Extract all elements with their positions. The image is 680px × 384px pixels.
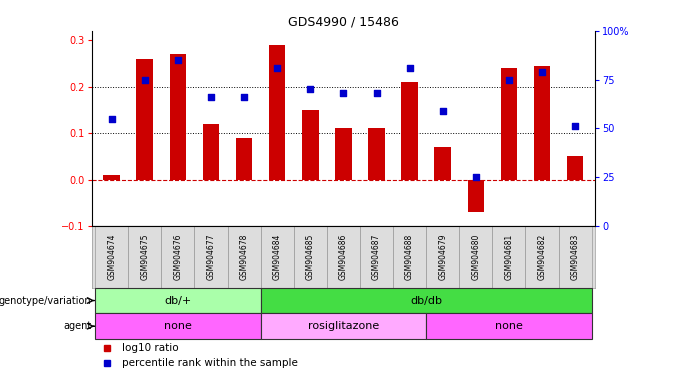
Text: GSM904676: GSM904676 [173,233,182,280]
Bar [169,54,186,179]
Point [139,76,150,83]
Text: GSM904677: GSM904677 [207,233,216,280]
Point [239,94,250,100]
Text: GSM904683: GSM904683 [571,233,579,280]
Bar [236,138,252,179]
Text: genotype/variation: genotype/variation [0,296,92,306]
Text: GSM904687: GSM904687 [372,233,381,280]
Bar [369,128,385,179]
Bar [137,59,153,179]
Text: none: none [495,321,523,331]
Bar [426,313,592,339]
Text: none: none [164,321,192,331]
Point [272,65,283,71]
Text: GSM904679: GSM904679 [438,233,447,280]
Bar [260,288,592,313]
Bar [203,124,219,179]
Point [471,174,481,180]
Bar [294,226,327,288]
Bar [260,313,426,339]
Text: GSM904678: GSM904678 [239,233,249,280]
Bar [269,45,286,179]
Bar [526,226,558,288]
Text: percentile rank within the sample: percentile rank within the sample [122,358,298,368]
Text: GSM904675: GSM904675 [140,233,150,280]
Bar [302,110,318,179]
Bar [129,226,161,288]
Point [305,86,316,93]
Bar [103,175,120,179]
Bar [95,226,129,288]
Bar [426,226,459,288]
Point [173,57,184,63]
Point [404,65,415,71]
Text: GSM904682: GSM904682 [537,234,547,280]
Bar [558,226,592,288]
Text: GSM904680: GSM904680 [471,233,480,280]
Text: log10 ratio: log10 ratio [122,343,179,353]
Text: GSM904674: GSM904674 [107,233,116,280]
Text: GSM904681: GSM904681 [505,234,513,280]
Bar [435,147,451,179]
Bar [228,226,260,288]
Bar [95,313,260,339]
Bar [327,226,360,288]
Point [437,108,448,114]
Bar [492,226,526,288]
Title: GDS4990 / 15486: GDS4990 / 15486 [288,15,399,28]
Bar [194,226,228,288]
Text: GSM904686: GSM904686 [339,233,348,280]
Bar [468,179,484,212]
Text: agent: agent [63,321,92,331]
Bar [500,68,517,179]
Bar [360,226,393,288]
Text: GSM904685: GSM904685 [306,233,315,280]
Bar [534,66,550,179]
Point [537,69,547,75]
Point [371,90,382,96]
Point [338,90,349,96]
Text: GSM904688: GSM904688 [405,234,414,280]
Bar [161,226,194,288]
Point [503,76,514,83]
Point [106,116,117,122]
Bar [95,288,260,313]
Text: GSM904684: GSM904684 [273,233,282,280]
Text: db/db: db/db [410,296,442,306]
Text: rosiglitazone: rosiglitazone [308,321,379,331]
Bar [401,82,418,179]
Text: db/+: db/+ [165,296,192,306]
Bar [393,226,426,288]
Bar [459,226,492,288]
Bar [567,156,583,179]
Point [570,123,581,129]
Bar [260,226,294,288]
Bar [335,128,352,179]
Point [205,94,216,100]
